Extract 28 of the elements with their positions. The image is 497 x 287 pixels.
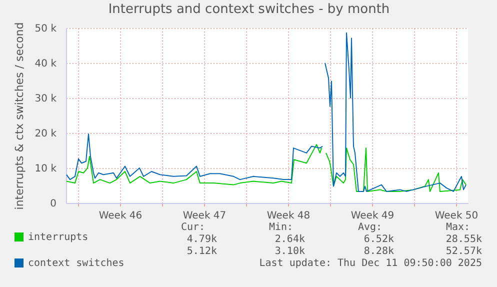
text: Max: [446, 222, 470, 233]
text: 6.52k [364, 234, 394, 245]
y-tick-label: 30 k [34, 94, 57, 104]
y-tick-label: 0 [50, 198, 56, 210]
chart-title: Interrupts and context switches - by month [108, 2, 390, 17]
x-tick-label: Week 48 [266, 210, 310, 222]
y-tick-label: 20 k [34, 128, 57, 140]
x-tick-label: Week 49 [350, 210, 394, 222]
legend-label: interrupts [28, 232, 88, 243]
text: Last update: Thu Dec 11 09:50:00 2025 [259, 258, 482, 269]
y-tick-label: 10 k [34, 164, 57, 174]
y-tick-label: 50 k [34, 24, 57, 34]
text: 5.12k [186, 246, 217, 257]
text: 52.57k [446, 246, 482, 257]
legend-label: context switches [28, 258, 124, 269]
text: 3.10k [274, 246, 305, 257]
y-axis-title: interrupts & ctx switches / second [12, 22, 26, 210]
x-tick-label: Week 46 [98, 210, 142, 222]
y-tick-label: 40 k [34, 58, 57, 70]
x-tick-label: Week 50 [434, 210, 478, 222]
x-tick-label: Week 47 [182, 210, 226, 222]
text: 4.79k [186, 234, 217, 245]
text: Avg: [358, 222, 382, 233]
text: Cur: [181, 222, 206, 233]
text: Min: [269, 222, 294, 233]
text: 28.55k [446, 234, 482, 245]
text: 8.28k [364, 246, 394, 257]
text: 2.64k [274, 234, 305, 245]
